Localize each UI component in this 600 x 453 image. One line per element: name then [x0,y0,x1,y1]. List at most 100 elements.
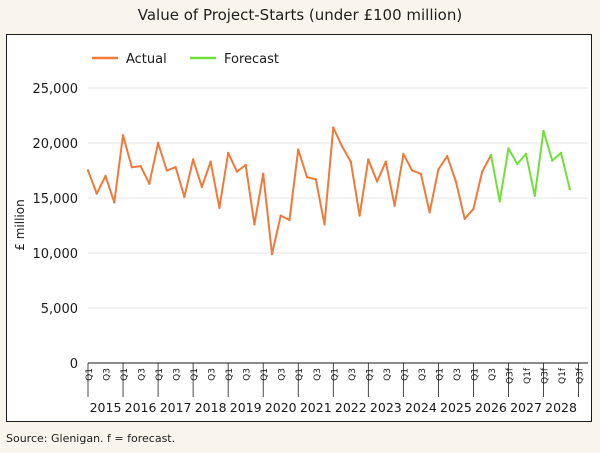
quarter-tick-label: Q3f [541,367,551,384]
quarter-tick-label: Q3 [208,368,218,381]
data-point-actual [332,126,335,129]
quarter-tick-label: Q3 [488,368,498,381]
data-point-actual [270,252,274,256]
quarter-tick-label: Q1 [85,368,95,381]
quarter-tick-label: Q3 [418,368,428,381]
data-point-actual [481,170,484,173]
quarter-tick-label: Q1 [190,368,200,381]
data-point-actual [410,169,414,172]
data-point-actual [104,174,107,178]
data-point-forecast [524,152,528,156]
data-point-actual [419,172,423,175]
data-point-actual [174,166,177,169]
quarter-tick-label: Q1 [120,368,130,381]
year-label: 2018 [195,400,227,415]
data-point-actual [393,204,396,207]
data-point-actual [165,169,169,172]
data-point-actual [437,168,440,171]
data-point-actual [253,223,256,226]
year-label: 2017 [160,400,192,415]
data-point-actual [402,152,405,156]
data-point-actual [288,218,291,222]
quarter-tick-label: Q1 [470,368,480,381]
data-point-actual [463,217,466,221]
quarter-tick-label: Q3 [138,368,148,381]
data-point-actual [340,145,344,148]
data-point-forecast [542,129,545,133]
data-point-actual [244,163,247,167]
chart-frame [6,34,592,422]
data-point-actual [305,175,309,179]
quarter-tick-label: Q3 [173,368,183,381]
data-point-forecast [507,147,510,150]
data-point-actual [156,141,160,145]
data-point-actual [183,195,186,199]
data-point-actual [367,158,370,161]
year-label: 2016 [125,400,157,415]
y-tick-label: 15,000 [33,192,79,207]
data-point-actual [384,160,388,163]
data-point-actual [226,151,230,155]
quarter-tick-label: Q1 [225,368,235,381]
y-axis-title: £ million [13,199,27,250]
data-point-forecast [533,194,536,197]
data-point-actual [130,166,133,169]
year-label: 2028 [545,400,577,415]
year-label: 2027 [510,400,542,415]
data-point-actual [375,180,379,183]
data-point-actual [148,182,151,185]
data-point-actual [191,158,195,161]
quarter-tick-label: Q3f [505,367,515,384]
series-line-actual [87,126,492,256]
data-point-actual [472,207,475,211]
quarter-tick-label: Q3 [453,368,463,381]
quarter-tick-label: Q3 [103,368,113,381]
data-point-forecast [559,151,563,155]
quarter-tick-label: Q3 [243,368,253,381]
year-label: 2022 [335,400,367,415]
data-point-forecast [551,159,554,162]
data-point-forecast [498,200,501,203]
y-tick-label: 20,000 [33,137,79,152]
quarter-tick-label: Q1 [435,368,445,381]
legend-label-forecast: Forecast [224,52,279,67]
y-tick-label: 0 [70,357,78,372]
data-point-actual [297,148,300,151]
data-point-actual [279,214,282,217]
data-point-actual [445,155,449,158]
year-label: 2024 [405,400,437,415]
year-label: 2026 [475,400,507,415]
year-label: 2025 [440,400,472,415]
y-tick-label: 25,000 [33,82,79,97]
data-point-actual [95,192,98,195]
quarter-tick-label: Q1 [330,368,340,381]
y-tick-label: 10,000 [33,247,79,262]
year-label: 2020 [265,400,297,415]
data-point-actual [323,223,326,226]
data-point-forecast [516,162,519,166]
quarter-tick-label: Q1 [295,368,305,381]
legend-label-actual: Actual [126,52,167,67]
y-tick-label: 5,000 [41,302,78,317]
quarter-tick-label: Q1f [523,367,533,384]
data-point-actual [262,172,265,175]
data-point-actual [358,214,361,217]
data-point-actual [349,160,352,163]
data-point-actual [139,164,142,168]
data-point-actual [235,170,239,173]
chart-title: Value of Project-Starts (under £100 mill… [137,6,463,24]
quarter-tick-label: Q3 [278,368,288,381]
data-point-actual [113,201,116,204]
quarter-tick-label: Q3 [383,368,393,381]
quarter-tick-label: Q1 [155,368,165,381]
data-point-forecast [489,153,493,157]
data-point-actual [209,160,212,163]
quarter-tick-label: Q1f [558,367,568,384]
quarter-tick-label: Q3 [313,368,323,381]
source-note: Source: Glenigan. f = forecast. [6,432,176,445]
series-line-forecast [490,129,571,203]
data-point-forecast [568,188,571,191]
year-label: 2023 [370,400,402,415]
data-point-actual [428,211,431,214]
